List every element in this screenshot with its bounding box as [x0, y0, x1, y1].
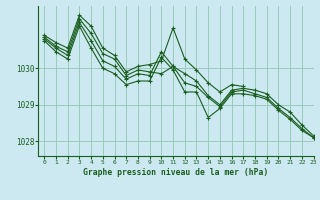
- X-axis label: Graphe pression niveau de la mer (hPa): Graphe pression niveau de la mer (hPa): [84, 168, 268, 177]
